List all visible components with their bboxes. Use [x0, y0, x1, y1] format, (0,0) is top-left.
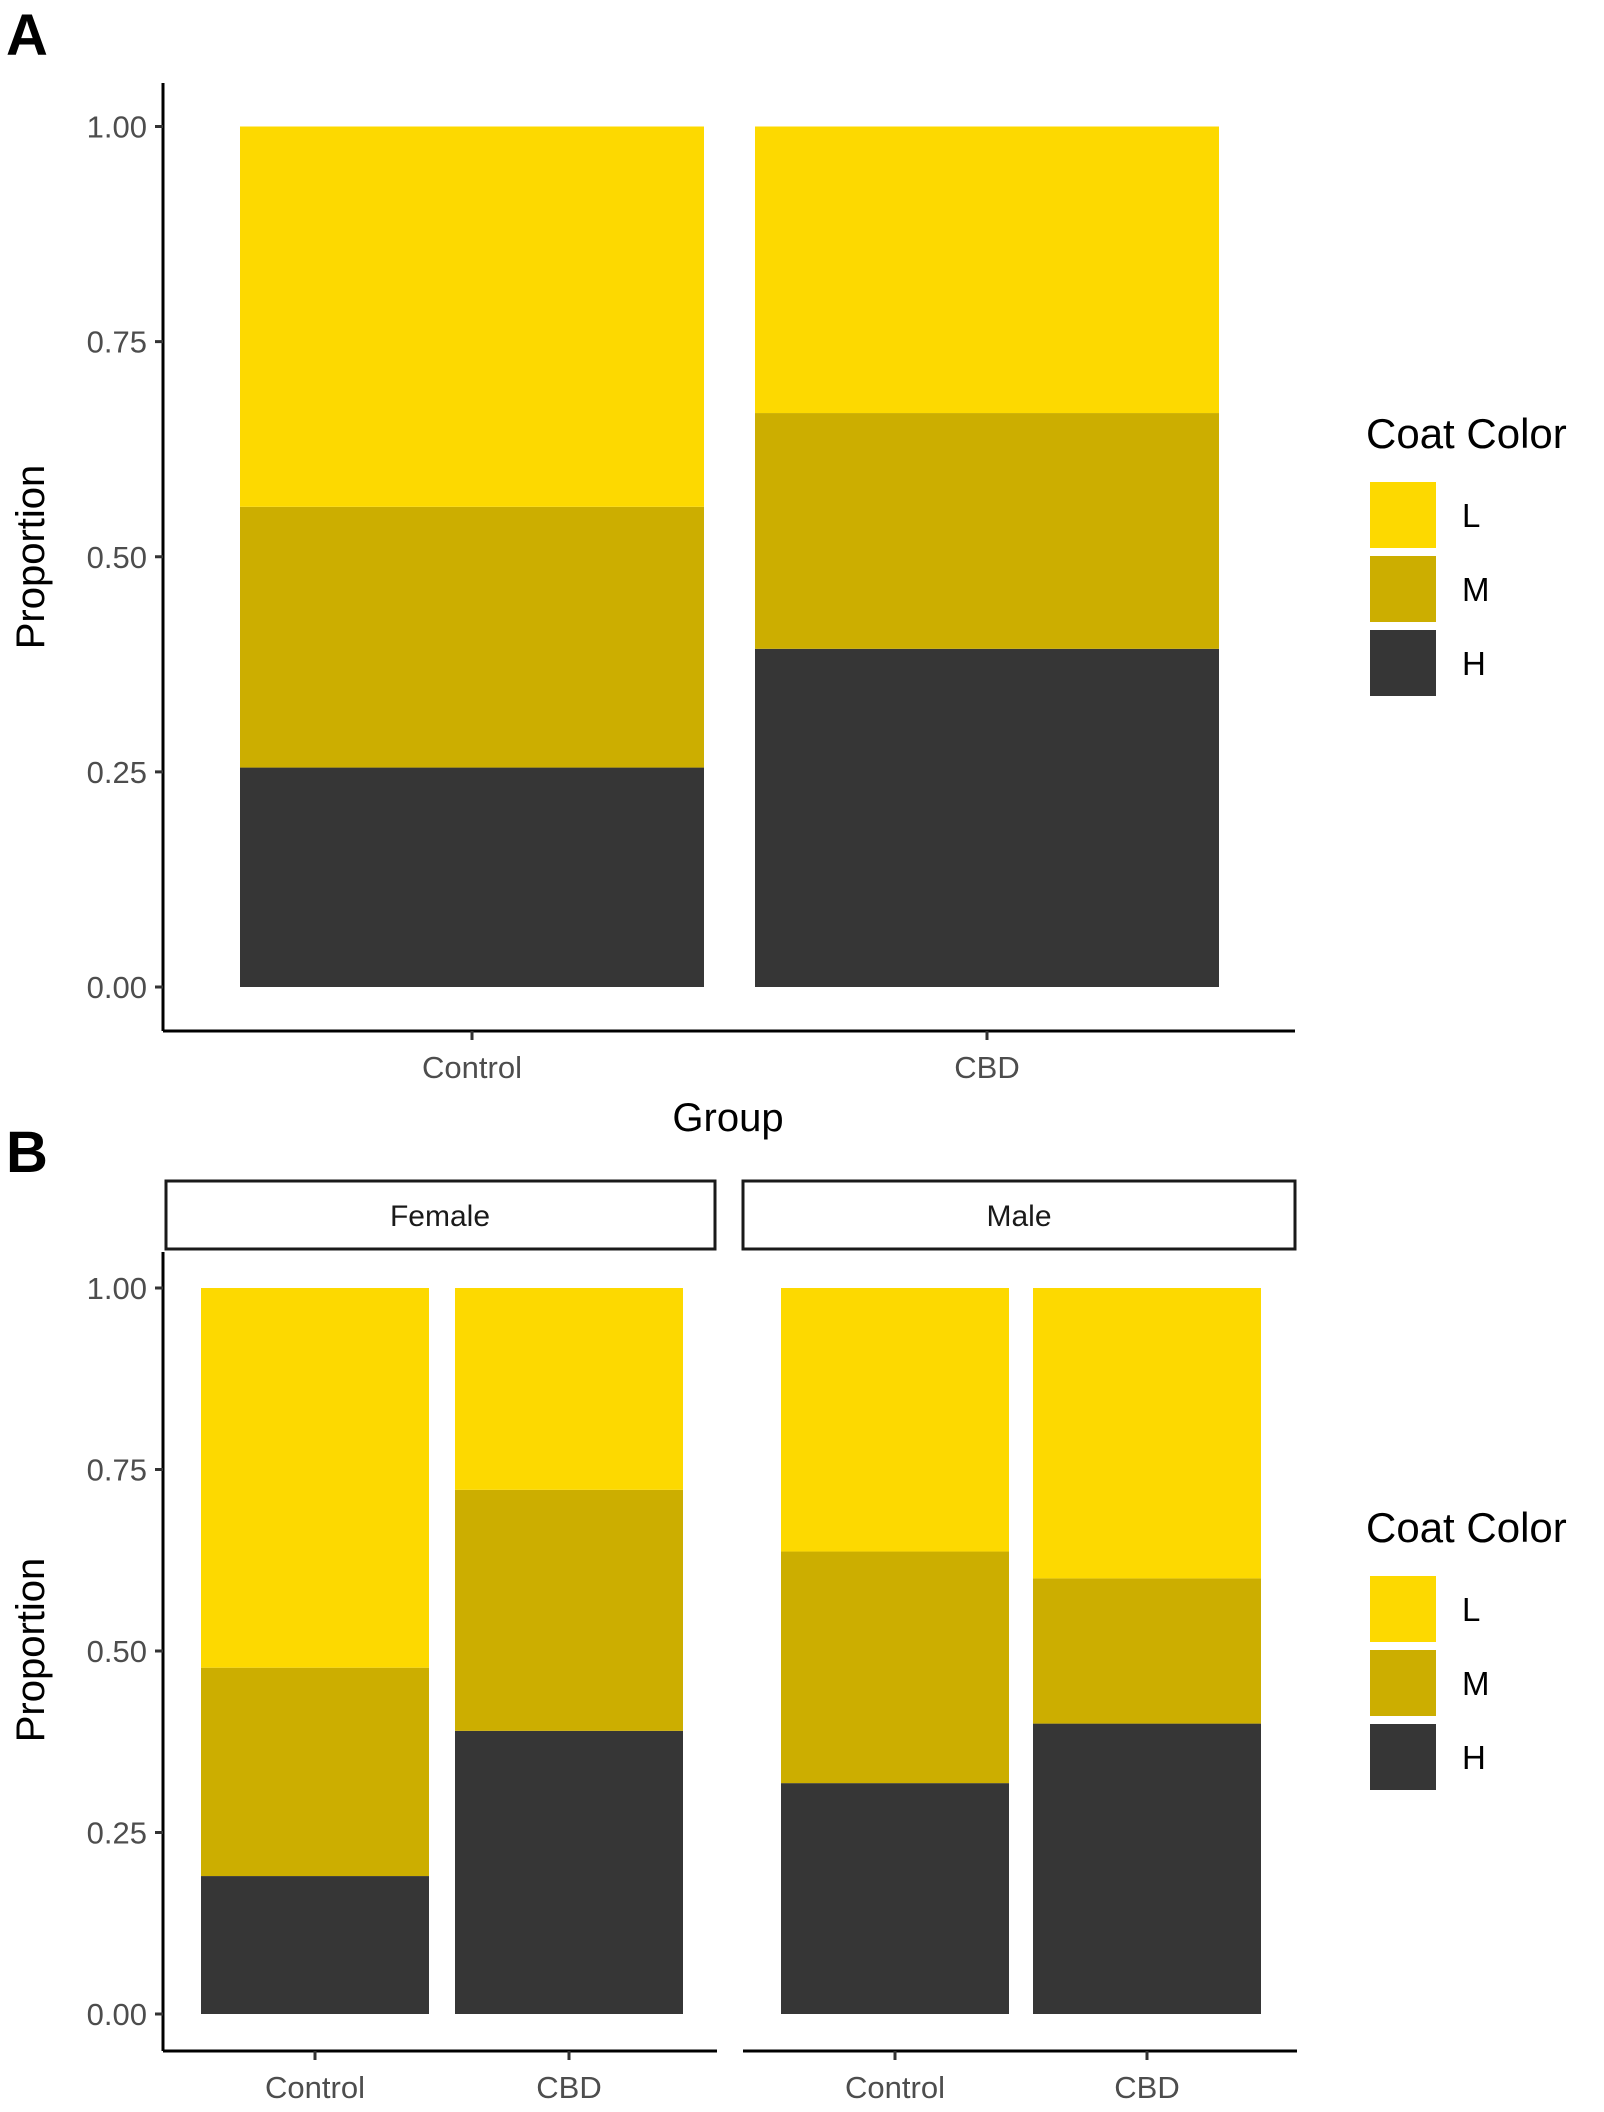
panel-a-bar-cbd-h	[755, 648, 1219, 987]
panel-label-b: B	[6, 1120, 48, 1185]
panel-b-male-bar-cbd-l	[1033, 1288, 1261, 1579]
panel-a-y-tick-label: 0.00	[87, 970, 147, 1005]
legend-key-m	[1370, 556, 1436, 622]
panel-b-y-tick-label: 0.75	[87, 1453, 147, 1488]
legend-key-m	[1370, 1650, 1436, 1716]
legend-title: Coat Color	[1366, 1504, 1567, 1551]
facet-strip-female	[164, 1179, 717, 1251]
panel-b-y-tick-label: 0.50	[87, 1634, 147, 1669]
panel-a-bar-cbd-l	[755, 126, 1219, 414]
panel-a-x-axis-title: Group	[672, 1096, 783, 1140]
panel-a-bar-cbd-m	[755, 413, 1219, 649]
legend-key-l	[1370, 482, 1436, 548]
panel-a-bar-control-l	[240, 126, 704, 507]
panel-a-bar-control-m	[240, 506, 704, 768]
legend-label-m: M	[1462, 1665, 1490, 1702]
legend-label-l: L	[1462, 497, 1480, 534]
panel-a-y-tick-label: 0.75	[87, 325, 147, 360]
legend-label-h: H	[1462, 1739, 1486, 1776]
panel-a-plot: 0.00 0.25 0.50 0.75 1.00 Control CBD	[87, 83, 1295, 1085]
panel-a-y-tick-label: 0.25	[87, 755, 147, 790]
legend-key-h	[1370, 630, 1436, 696]
panel-b-male-bar-cbd-h	[1033, 1723, 1261, 2014]
panel-b-female-bar-cbd-h	[455, 1730, 683, 2014]
panel-b-y-tick-label: 0.25	[87, 1816, 147, 1851]
panel-b-y-axis-title: Proportion	[9, 1558, 53, 1743]
panel-b-y-tick-label: 1.00	[87, 1271, 147, 1306]
legend-label-m: M	[1462, 571, 1490, 608]
legend-key-h	[1370, 1724, 1436, 1790]
panel-b-male-bar-cbd-m	[1033, 1578, 1261, 1724]
facet-strip-male-label: Male	[986, 1200, 1051, 1233]
panel-a-x-tick-label: Control	[422, 1050, 522, 1085]
panel-b-legend: Coat Color LMH	[1366, 1504, 1567, 1790]
panel-a-x-tick-label: CBD	[954, 1050, 1019, 1085]
facet-strip-male	[741, 1179, 1297, 1251]
panel-b-male-bar-control-m	[781, 1551, 1009, 1784]
panel-b-male-bar-control-h	[781, 1783, 1009, 2014]
panel-a-y-tick-label: 1.00	[87, 110, 147, 145]
panel-b-female-bar-control-l	[201, 1288, 429, 1668]
panel-a-y-axis-title: Proportion	[9, 465, 53, 650]
panel-a-y-tick-label: 0.50	[87, 540, 147, 575]
panel-b-male-bar-control-l	[781, 1288, 1009, 1552]
panel-label-a: A	[6, 3, 48, 68]
panel-b-female-bar-cbd-l	[455, 1288, 683, 1490]
panel-b-female-bar-cbd-m	[455, 1489, 683, 1731]
legend-label-l: L	[1462, 1591, 1480, 1628]
legend-title: Coat Color	[1366, 410, 1567, 457]
panel-b-female-bar-control-h	[201, 1876, 429, 2014]
panel-b-plot: 0.00 0.25 0.50 0.75 1.00 Control CBD Control CBD	[87, 1252, 1297, 2105]
panel-b-y-tick-label: 0.00	[87, 1997, 147, 2032]
panel-b-female-x-tick-label: CBD	[536, 2070, 601, 2105]
panel-b-male-x-tick-label: CBD	[1114, 2070, 1179, 2105]
panel-a-legend: Coat Color LMH	[1366, 410, 1567, 696]
panel-b-female-bar-control-m	[201, 1667, 429, 1877]
panel-b-male-x-tick-label: Control	[845, 2070, 945, 2105]
panel-b-female-x-tick-label: Control	[265, 2070, 365, 2105]
panel-a-bar-control-h	[240, 767, 704, 987]
legend-label-h: H	[1462, 645, 1486, 682]
legend-key-l	[1370, 1576, 1436, 1642]
facet-strip-female-label: Female	[390, 1200, 490, 1233]
